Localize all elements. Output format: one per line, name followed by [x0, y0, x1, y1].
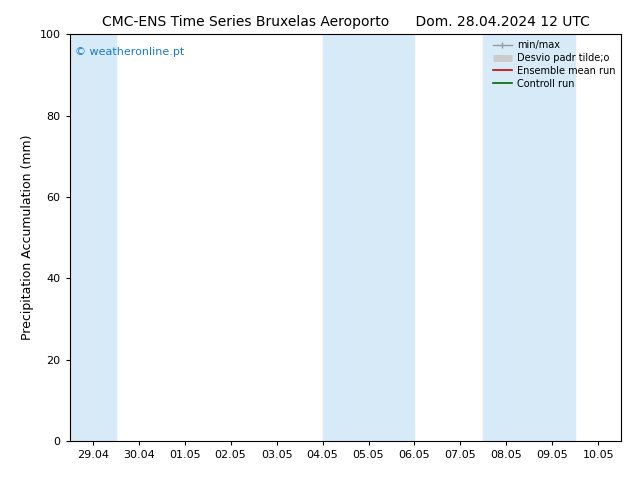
Bar: [70, 34, 115, 441]
Y-axis label: Precipitation Accumulation (mm): Precipitation Accumulation (mm): [21, 135, 34, 341]
Bar: [323, 34, 415, 441]
Title: CMC-ENS Time Series Bruxelas Aeroporto      Dom. 28.04.2024 12 UTC: CMC-ENS Time Series Bruxelas Aeroporto D…: [101, 15, 590, 29]
Legend: min/max, Desvio padr tilde;o, Ensemble mean run, Controll run: min/max, Desvio padr tilde;o, Ensemble m…: [489, 36, 619, 93]
Text: © weatheronline.pt: © weatheronline.pt: [75, 47, 184, 56]
Bar: [483, 34, 575, 441]
